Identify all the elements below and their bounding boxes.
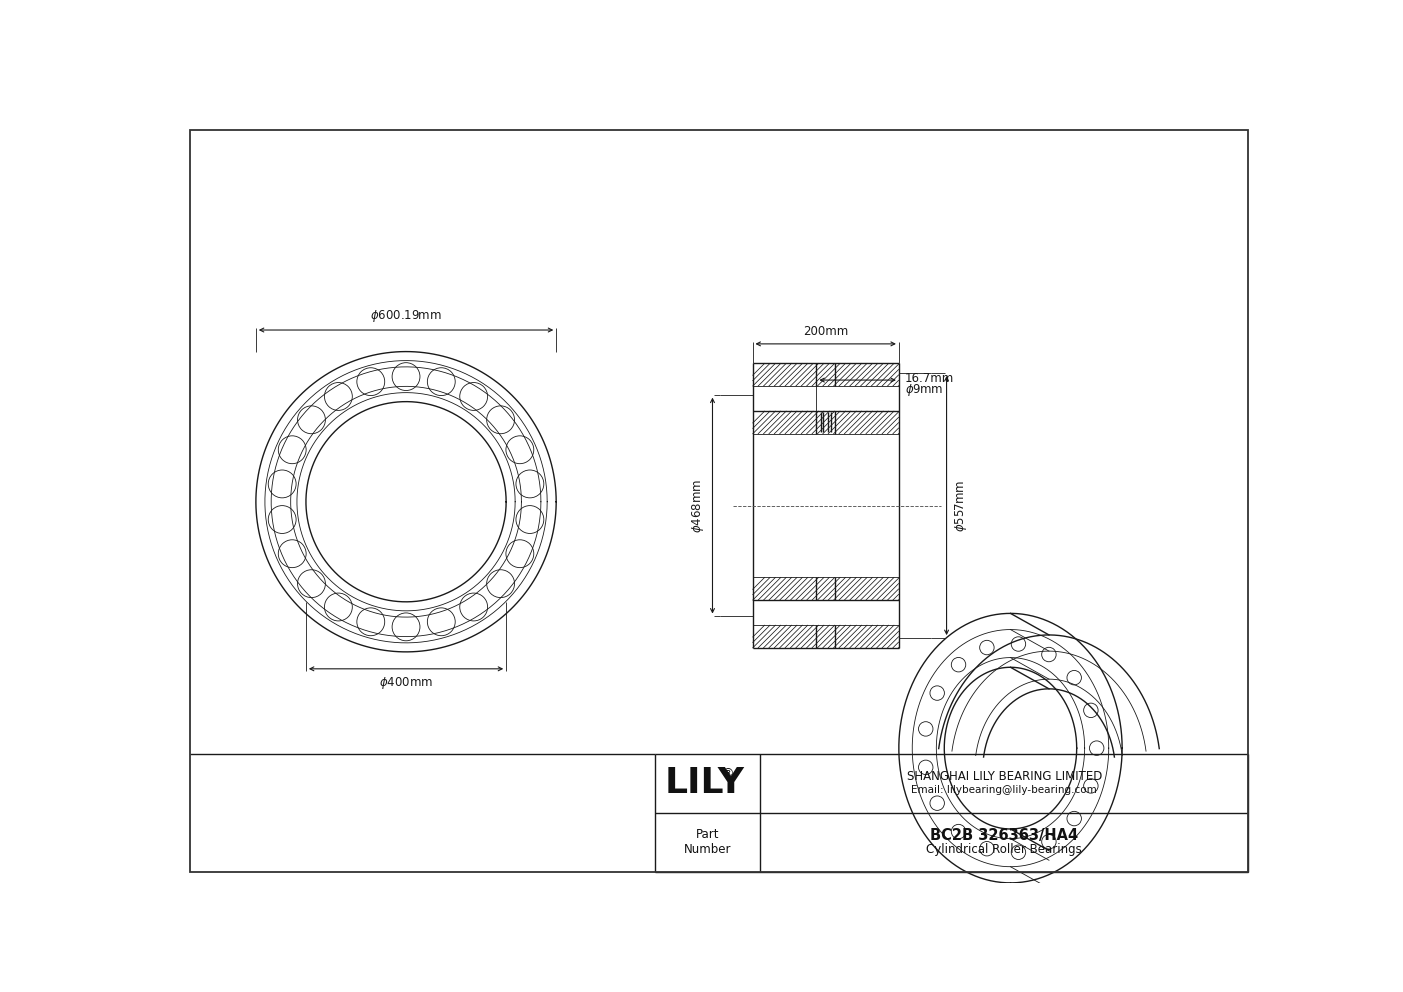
Text: $\phi$557mm: $\phi$557mm (953, 479, 968, 532)
Text: 200mm: 200mm (803, 325, 849, 338)
Text: Email: lilybearing@lily-bearing.com: Email: lilybearing@lily-bearing.com (912, 785, 1097, 796)
Text: ®: ® (721, 767, 734, 780)
Text: $\phi$468mm: $\phi$468mm (690, 478, 706, 533)
Text: LILY: LILY (665, 766, 745, 801)
Text: $\phi$400mm: $\phi$400mm (379, 675, 434, 691)
Text: $\phi$9mm: $\phi$9mm (905, 382, 943, 398)
Text: Part
Number: Part Number (683, 828, 731, 856)
Text: BC2B 326363/HA4: BC2B 326363/HA4 (930, 828, 1079, 843)
Text: Cylindrical Roller Bearings: Cylindrical Roller Bearings (926, 843, 1082, 856)
Text: SHANGHAI LILY BEARING LIMITED: SHANGHAI LILY BEARING LIMITED (906, 770, 1101, 783)
Text: $\phi$600.19mm: $\phi$600.19mm (370, 308, 442, 323)
Text: 16.7mm: 16.7mm (905, 372, 954, 385)
